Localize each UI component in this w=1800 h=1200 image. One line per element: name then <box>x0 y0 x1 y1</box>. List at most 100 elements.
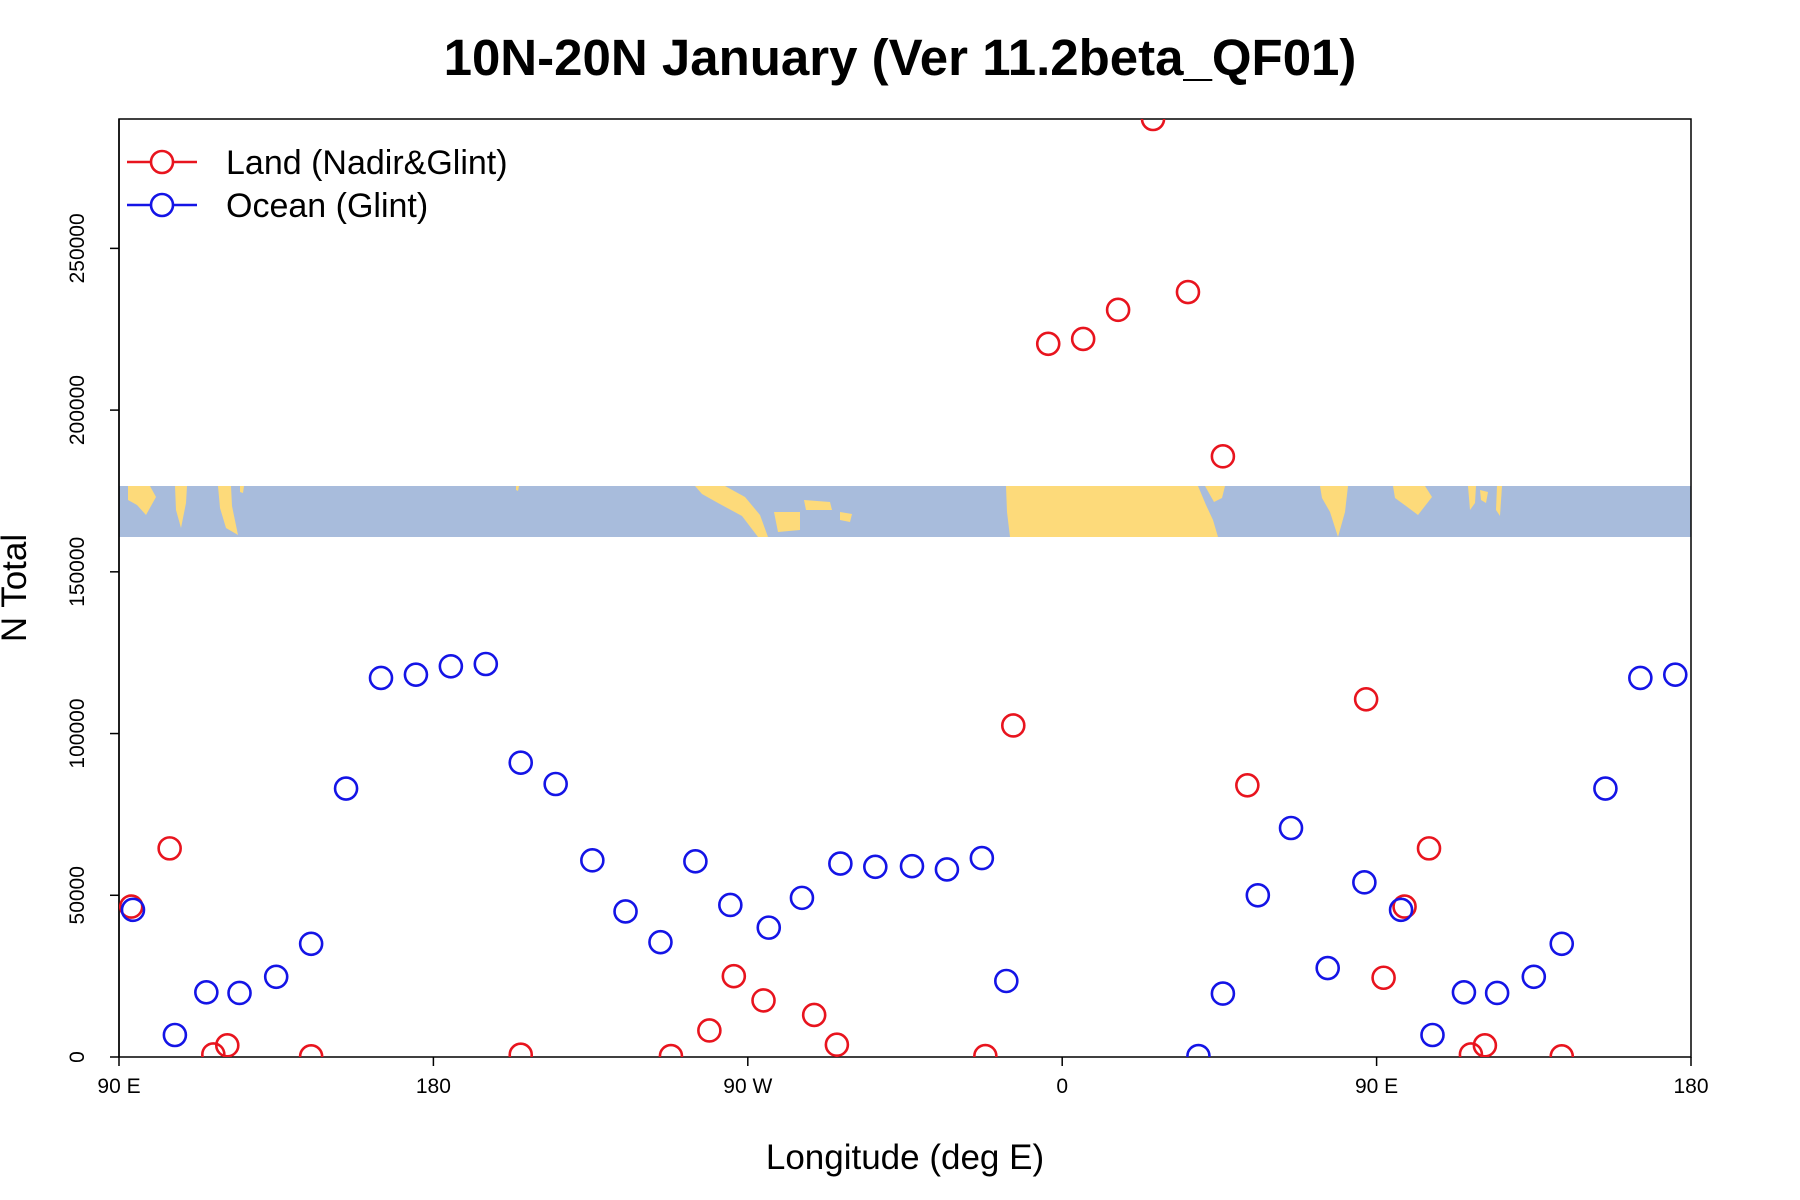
land-point <box>1105 297 1131 323</box>
ocean-point <box>899 853 925 879</box>
y-tick-label: 0 <box>66 1051 89 1063</box>
land-point <box>824 1032 850 1057</box>
ocean-point <box>543 771 568 797</box>
x-tick-label: 180 <box>1673 1075 1708 1098</box>
land-point <box>157 836 182 861</box>
ocean-point <box>1245 882 1271 908</box>
legend-marker <box>149 149 175 175</box>
ocean-point <box>613 899 638 924</box>
ocean-point <box>1521 964 1547 990</box>
ocean-point <box>438 653 464 679</box>
ocean-point <box>1549 931 1575 957</box>
x-tick-label: 90 E <box>97 1075 140 1098</box>
map-landmass <box>240 486 244 493</box>
y-tick-label: 250000 <box>66 213 89 283</box>
ocean-point <box>1186 1043 1211 1057</box>
ocean-point <box>298 931 324 957</box>
x-axis-label: Longitude (deg E) <box>766 1138 1044 1177</box>
legend-marker <box>149 192 175 218</box>
land-point <box>1472 1033 1498 1057</box>
land-point <box>1353 686 1379 712</box>
map-ocean <box>119 486 1691 537</box>
ocean-point <box>1352 870 1377 895</box>
x-tick-label: 0 <box>1056 1075 1068 1098</box>
land-point <box>1371 965 1396 991</box>
ocean-point <box>863 854 888 880</box>
map-landmass <box>1393 486 1432 515</box>
ocean-point <box>162 1022 188 1048</box>
map-landmass <box>1320 486 1348 537</box>
land-point <box>1210 444 1236 469</box>
ocean-point <box>1662 662 1688 687</box>
ocean-point <box>473 651 499 677</box>
ocean-point <box>227 980 252 1006</box>
land-point <box>1175 279 1201 305</box>
ocean-point <box>934 857 960 882</box>
land-point <box>1458 1042 1484 1057</box>
map-landmass <box>1480 490 1488 503</box>
y-tick-label: 150000 <box>66 537 89 607</box>
ocean-point <box>120 897 146 923</box>
ocean-point <box>1593 776 1618 801</box>
ocean-point <box>1315 955 1340 981</box>
legend: Land (Nadir&Glint) Ocean (Glint) <box>127 144 508 225</box>
map-landmass <box>1006 486 1218 537</box>
x-tick-label: 90 W <box>723 1075 772 1098</box>
map-landmass <box>1468 486 1476 510</box>
ocean-point <box>1451 980 1477 1005</box>
land-point <box>298 1044 324 1057</box>
x-axis: 90 E 180 90 W 0 90 E 180 <box>97 1057 1709 1098</box>
legend-entry: Land (Nadir&Glint) <box>226 144 508 182</box>
ocean-point <box>789 885 815 911</box>
land-point <box>214 1033 240 1057</box>
map-landmass <box>1205 486 1225 502</box>
land-point <box>801 1002 827 1028</box>
ocean-point <box>333 776 359 801</box>
ocean-point <box>1628 665 1653 691</box>
land-point <box>697 1018 722 1043</box>
y-axis-label: N Total <box>0 534 34 642</box>
land-point <box>508 1042 534 1057</box>
legend-entry: Ocean (Glint) <box>226 187 428 225</box>
ocean-point <box>508 750 534 775</box>
map-landmass <box>840 512 852 522</box>
ocean-point <box>368 665 394 691</box>
land-point <box>721 963 747 989</box>
ocean-point <box>1484 980 1510 1006</box>
land-point <box>1035 331 1061 357</box>
ocean-point <box>1210 981 1236 1006</box>
ocean-point <box>263 964 289 990</box>
ocean-point <box>994 968 1019 994</box>
ocean-point <box>756 915 782 940</box>
ocean-point <box>648 929 673 955</box>
land-point <box>1140 119 1166 132</box>
y-tick-label: 200000 <box>66 375 89 445</box>
land-point <box>1549 1044 1575 1057</box>
x-tick-label: 180 <box>416 1075 451 1098</box>
y-tick-label: 100000 <box>66 699 89 769</box>
map-landmass <box>774 512 800 532</box>
ocean-point <box>194 980 219 1005</box>
ocean-point <box>828 851 853 876</box>
ocean-point <box>969 845 995 871</box>
ocean-point <box>1420 1022 1445 1048</box>
land-point <box>1070 326 1096 352</box>
map-landmass <box>516 486 519 491</box>
ocean-point <box>403 662 429 687</box>
x-tick-label: 90 E <box>1355 1075 1398 1098</box>
world-map-strip <box>119 486 1691 537</box>
land-point <box>973 1043 998 1057</box>
land-point <box>201 1042 226 1057</box>
map-landmass <box>695 486 768 537</box>
map-landmass <box>218 486 238 535</box>
land-point <box>1235 773 1260 798</box>
ocean-point <box>1388 897 1414 923</box>
map-landmass <box>128 486 156 515</box>
chart-title: 10N-20N January (Ver 11.2beta_QF01) <box>444 29 1357 86</box>
map-landmass <box>175 486 187 528</box>
data-points <box>119 119 1688 1057</box>
ocean-point <box>718 892 743 918</box>
land-point <box>1000 713 1026 738</box>
plot-frame <box>118 118 1692 1058</box>
